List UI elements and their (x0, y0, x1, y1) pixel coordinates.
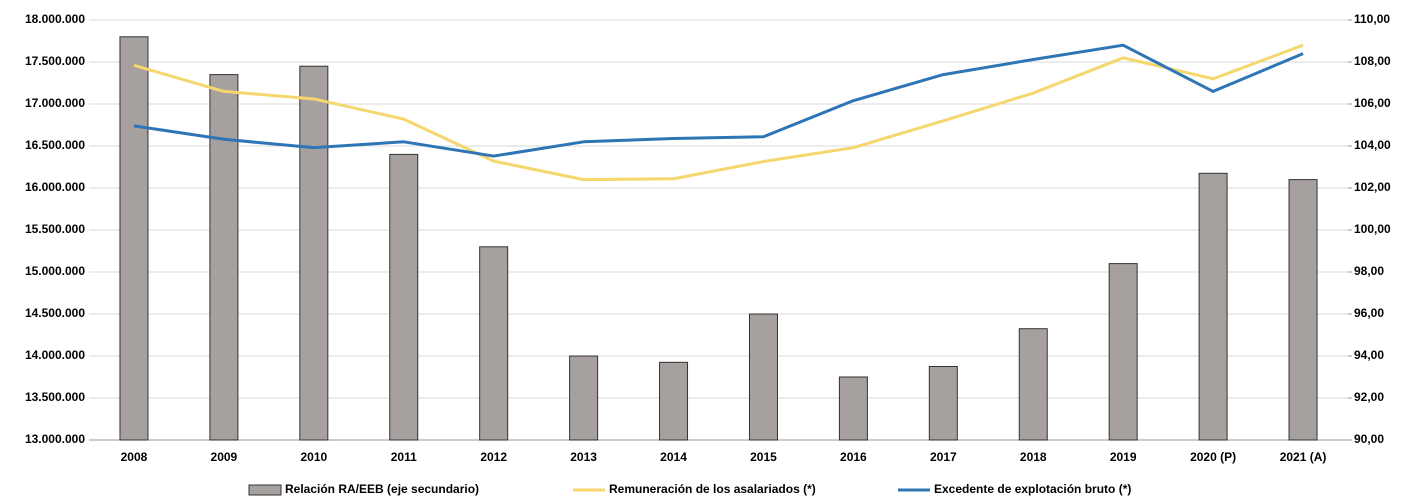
x-tick-label: 2011 (391, 450, 417, 464)
legend-swatch (248, 484, 282, 496)
bar (1198, 172, 1228, 441)
y-tick-label: 13.000.000 (25, 432, 85, 446)
bar (569, 355, 599, 441)
bar (299, 65, 329, 441)
y-tick-label: 18.000.000 (25, 12, 85, 26)
y2-tick-label: 94,00 (1354, 348, 1384, 362)
x-tick-label: 2021 (A) (1280, 450, 1327, 464)
line (133, 43, 1304, 158)
bar (928, 366, 958, 441)
y-tick-label: 15.000.000 (25, 264, 85, 278)
y-tick-label: 17.500.000 (25, 54, 85, 68)
bar (119, 36, 149, 441)
x-tick-label: 2008 (121, 450, 148, 464)
bar (209, 74, 239, 441)
x-tick-label: 2018 (1020, 450, 1047, 464)
y-tick-label: 15.500.000 (25, 222, 85, 236)
x-tick-label: 2014 (660, 450, 687, 464)
y-tick-label: 14.000.000 (25, 348, 85, 362)
y2-tick-label: 104,00 (1354, 138, 1391, 152)
y2-tick-label: 108,00 (1354, 54, 1391, 68)
y2-tick-label: 90,00 (1354, 432, 1384, 446)
bar (1288, 179, 1318, 441)
bar (389, 153, 419, 441)
legend-label: Relación RA/EEB (eje secundario) (285, 482, 479, 496)
x-tick-label: 2020 (P) (1190, 450, 1236, 464)
x-tick-label: 2016 (840, 450, 867, 464)
legend-label: Remuneración de los asalariados (*) (609, 482, 816, 496)
y-tick-label: 17.000.000 (25, 96, 85, 110)
x-tick-label: 2009 (211, 450, 238, 464)
x-tick-label: 2015 (750, 450, 777, 464)
y2-tick-label: 92,00 (1354, 390, 1384, 404)
bar (659, 361, 689, 441)
line (133, 43, 1304, 182)
bar (748, 313, 778, 441)
x-tick-label: 2017 (930, 450, 957, 464)
x-tick-label: 2010 (300, 450, 327, 464)
y2-tick-label: 100,00 (1354, 222, 1391, 236)
bar (838, 376, 868, 441)
y-tick-label: 16.500.000 (25, 138, 85, 152)
y2-tick-label: 96,00 (1354, 306, 1384, 320)
y2-tick-label: 106,00 (1354, 96, 1391, 110)
y-tick-label: 14.500.000 (25, 306, 85, 320)
bar (1018, 328, 1048, 441)
y2-tick-label: 110,00 (1354, 12, 1390, 26)
x-tick-label: 2019 (1110, 450, 1137, 464)
x-tick-label: 2013 (570, 450, 597, 464)
y2-tick-label: 102,00 (1354, 180, 1391, 194)
bar (1108, 263, 1138, 441)
legend-label: Excedente de explotación bruto (*) (934, 482, 1131, 496)
x-tick-label: 2012 (480, 450, 507, 464)
bar (479, 246, 509, 441)
y-tick-label: 16.000.000 (25, 180, 85, 194)
y-tick-label: 13.500.000 (25, 390, 85, 404)
y2-tick-label: 98,00 (1354, 264, 1384, 278)
